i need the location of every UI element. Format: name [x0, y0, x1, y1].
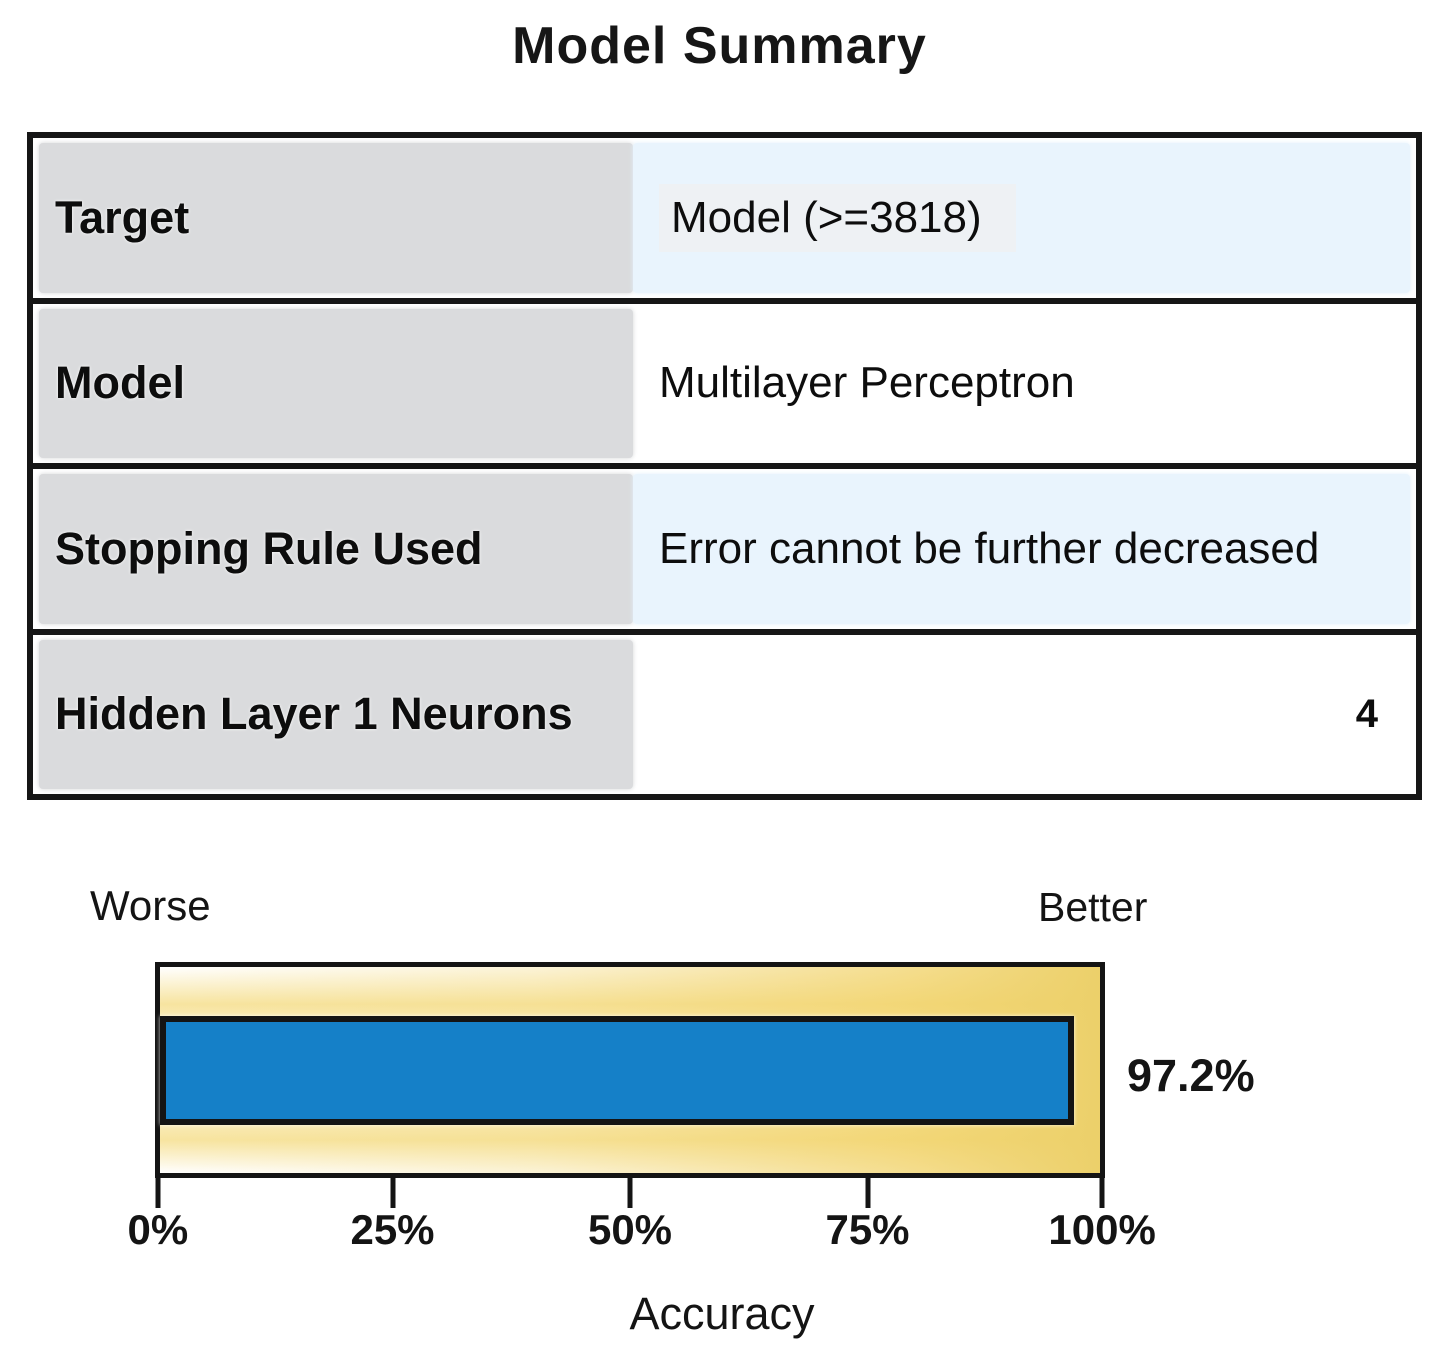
row-label: Stopping Rule Used	[39, 474, 633, 624]
row-value-cell: 4	[633, 635, 1416, 795]
row-label-cell: Model	[33, 304, 633, 464]
tick-label-25: 25%	[350, 1206, 435, 1253]
row-value: Error cannot be further decreased	[633, 474, 1410, 624]
tick-label-75: 75%	[825, 1206, 910, 1253]
x-axis-title: Accuracy	[629, 1288, 815, 1339]
accuracy-gauge	[155, 962, 1105, 1178]
page-title: Model Summary	[512, 17, 927, 75]
tick-label-50: 50%	[587, 1206, 673, 1253]
axis-tick-75	[865, 1176, 870, 1208]
axis-tick-50	[627, 1176, 633, 1208]
gauge-worse-label: Worse	[90, 882, 211, 929]
accuracy-bar	[160, 1016, 1074, 1125]
axis-tick-25	[390, 1176, 395, 1208]
row-value-cell: Multilayer Perceptron	[633, 304, 1416, 464]
row-label: Hidden Layer 1 Neurons	[39, 639, 633, 789]
row-value-cell: Model (>=3818)	[633, 138, 1416, 298]
row-label-cell: Hidden Layer 1 Neurons	[33, 635, 633, 795]
row-label: Target	[39, 143, 633, 293]
table-row-stopping-rule: Stopping Rule Used Error cannot be furth…	[33, 463, 1416, 629]
row-label-cell: Target	[33, 138, 633, 298]
table-row-model: Model Multilayer Perceptron	[33, 297, 1416, 464]
row-value: 4	[1355, 691, 1378, 736]
row-label-cell: Stopping Rule Used	[33, 469, 633, 629]
gauge-tick-labels: 0% 25% 50% 75% 100%	[127, 1206, 1155, 1262]
row-label: Model	[39, 308, 633, 458]
table-row-hidden-layer-neurons: Hidden Layer 1 Neurons 4	[33, 628, 1416, 795]
axis-tick-0	[155, 1176, 161, 1208]
axis-tick-100	[1099, 1176, 1105, 1208]
target-value-text: Model (>=3818)	[659, 183, 1016, 252]
accuracy-value-label: 97.2%	[1127, 1050, 1255, 1101]
tick-label-100: 100%	[1048, 1206, 1156, 1253]
tick-label-0: 0%	[127, 1206, 189, 1253]
table-row-target: Target Model (>=3818)	[33, 138, 1416, 298]
row-value-cell: Error cannot be further decreased	[633, 469, 1416, 629]
row-value: Multilayer Perceptron	[659, 358, 1075, 408]
row-value: Model (>=3818)	[633, 143, 1410, 293]
gauge-x-axis	[155, 1176, 1105, 1208]
model-summary-table: Target Model (>=3818) Model Multilayer P…	[27, 132, 1422, 800]
gauge-better-label: Better	[1038, 884, 1148, 930]
